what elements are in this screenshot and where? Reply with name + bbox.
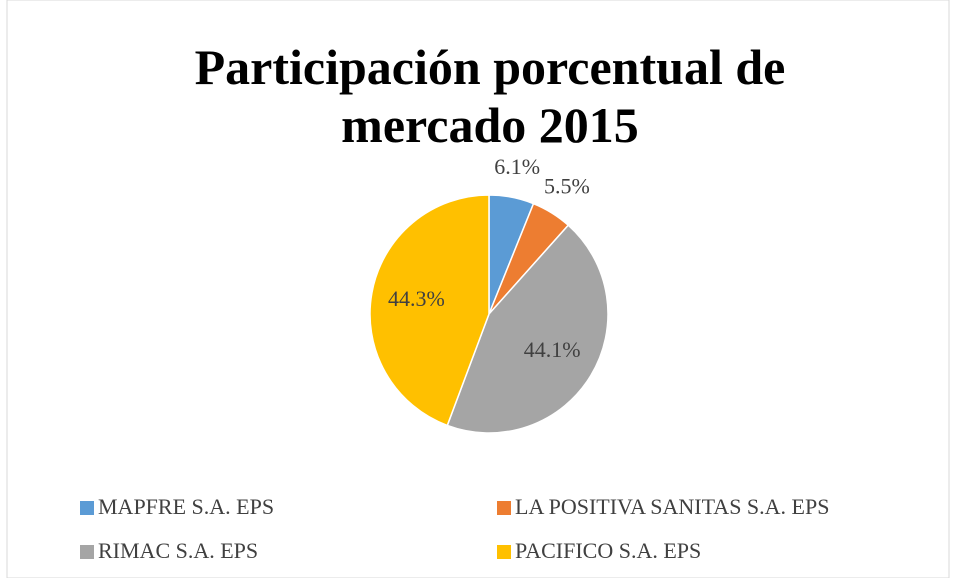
pie-slice	[446, 224, 609, 434]
legend-marker	[80, 501, 94, 515]
legend-marker	[497, 545, 511, 559]
legend-label: LA POSITIVA SANITAS S.A. EPS	[515, 494, 829, 519]
legend-marker	[497, 501, 511, 515]
pie-slice	[369, 194, 490, 427]
legend-label: RIMAC S.A. EPS	[98, 538, 258, 563]
legend-label: MAPFRE S.A. EPS	[98, 494, 274, 519]
legend-marker	[80, 545, 94, 559]
data-label: 6.1%	[494, 154, 540, 179]
data-label: 44.1%	[524, 337, 581, 362]
data-label: 5.5%	[544, 174, 590, 199]
data-label: 44.3%	[388, 286, 445, 311]
chart-title: Participación porcentual de mercado 2015	[194, 39, 786, 153]
legend-label: PACIFICO S.A. EPS	[515, 538, 701, 563]
